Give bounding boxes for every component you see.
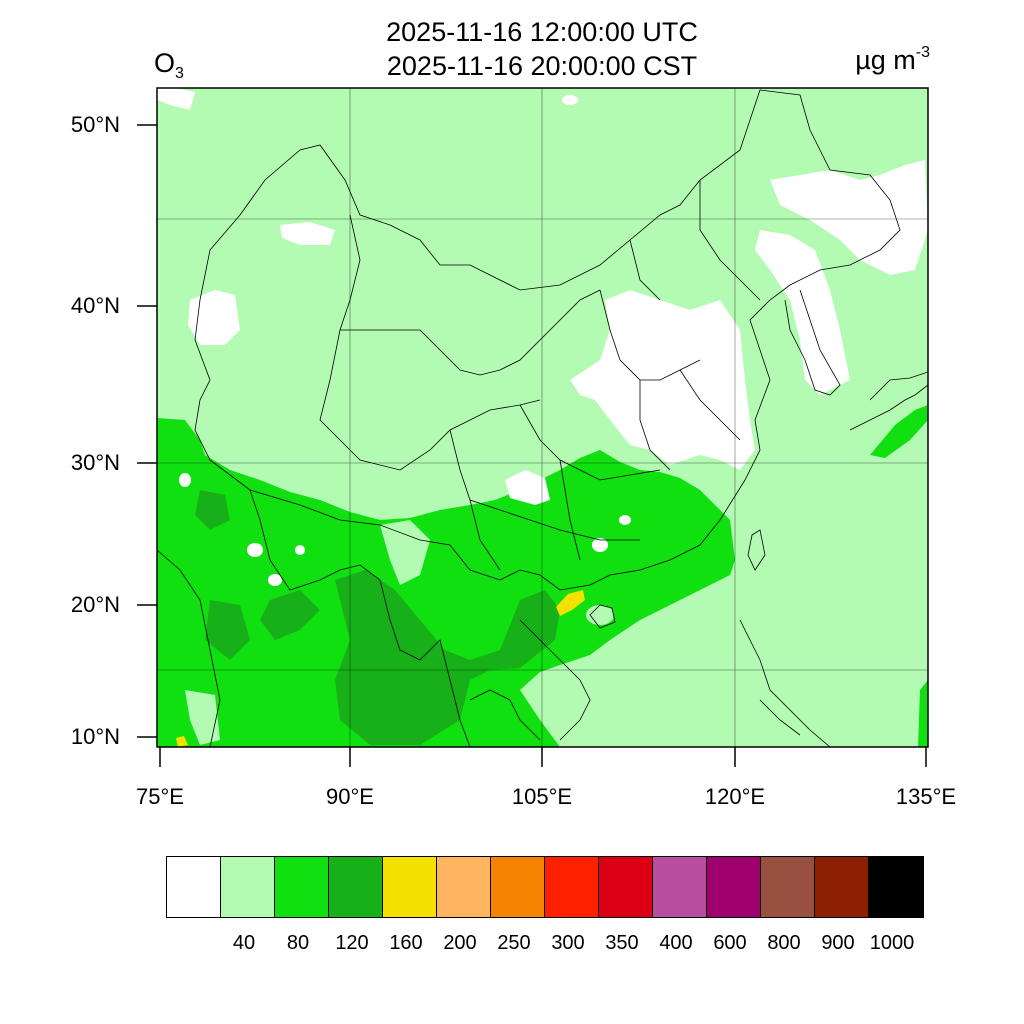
colorbar-swatch [761,857,815,917]
colorbar [166,856,924,918]
contour-120-160-region [335,570,560,745]
contour-160-200-region [556,590,585,616]
colorbar-swatch [707,857,761,917]
colorbar-label: 300 [551,932,585,954]
colorbar-swatch [869,857,923,917]
colorbar-swatch [599,857,653,917]
contour-120-160-region [195,490,230,530]
colorbar-swatch [221,857,275,917]
contour-below-40-spot [562,95,578,105]
colorbar-label: 600 [713,932,747,954]
lat-label-10N: 10°N [70,724,120,749]
boundary-lines [157,89,928,747]
contour-below-40-region [755,230,850,395]
contour-below-40-region [280,222,335,245]
lon-label-75E: 75°E [136,784,184,809]
colorbar-swatch [815,857,869,917]
province-lines [319,180,761,571]
contour-below-40-spot [247,543,263,557]
contour-120-160-region [260,590,320,640]
units-label: µg m-3 [855,44,930,76]
colorbar-label: 350 [605,932,639,954]
axis-ticks [137,124,927,767]
colorbar-swatch [275,857,329,917]
lat-label-30N: 30°N [70,450,120,475]
species-main: O [154,48,176,78]
colorbar-swatch [653,857,707,917]
contour-below-40-spot [592,538,608,552]
colorbar-label: 900 [821,932,855,954]
species-subscript: 3 [175,65,184,82]
philippines-outline [739,619,831,747]
contour-80-120-region [918,680,928,747]
lon-label-120E: 120°E [704,784,766,809]
lon-label-90E: 90°E [326,784,374,809]
colorbar-label: 1000 [869,932,915,954]
contour-below-40-spot [268,574,282,586]
colorbar-label: 800 [767,932,801,954]
contour-160-200-region [176,736,188,747]
contour-below-40-region [157,88,195,110]
contour-below-40-spot [295,545,305,555]
contour-below-40-region [570,290,755,470]
colorbar-label: 40 [232,932,256,954]
title-cst-time: 2025-11-16 20:00:00 CST [386,51,698,81]
korea-japan-outline [784,289,928,431]
units-superscript: -3 [915,44,930,61]
contour-80-120-region [157,418,735,747]
colorbar-label: 400 [659,932,693,954]
lon-label-105E: 105°E [511,784,573,809]
lat-label-40N: 40°N [70,293,120,318]
contour-below-40-spot [179,473,191,487]
contour-40-80-patch [380,520,430,585]
lon-label-135E: 135°E [895,784,957,809]
colorbar-swatch [383,857,437,917]
contour-40-80-patch [185,690,220,745]
colorbar-label: 250 [497,932,531,954]
species-label: O3 [154,48,184,83]
china-outline [194,89,901,591]
map-fill-layer [157,88,928,747]
colorbar-label: 80 [286,932,310,954]
title-utc-time: 2025-11-16 12:00:00 UTC [386,17,698,47]
colorbar-swatch [491,857,545,917]
contour-below-40-region [188,290,240,345]
contour-120-160-region [205,600,250,660]
contour-80-120-region [870,405,928,458]
colorbar-label: 120 [335,932,369,954]
colorbar-label: 200 [443,932,477,954]
colorbar-label: 160 [389,932,423,954]
colorbar-swatch [545,857,599,917]
lat-label-20N: 20°N [70,592,120,617]
taiwan-hainan-outline [589,529,766,629]
colorbar-swatch [437,857,491,917]
units-main: µg m [855,45,916,75]
lat-label-50N: 50°N [70,112,120,137]
southeast-asia-outline [157,489,591,747]
contour-below-40-region [505,470,550,505]
contour-below-40-spot [619,515,631,525]
contour-below-40-region [770,160,928,275]
gridlines [157,88,928,747]
contour-40-80-patch [586,605,614,625]
colorbar-swatch [167,857,221,917]
colorbar-swatch [329,857,383,917]
